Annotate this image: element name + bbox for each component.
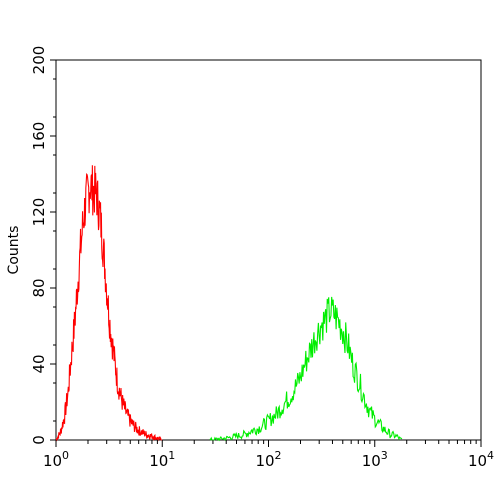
x-axis-ticks: 100 101 102 103 104 bbox=[43, 440, 494, 470]
y-tick-label: 160 bbox=[30, 122, 48, 151]
series-1-line bbox=[55, 165, 163, 442]
series-2 bbox=[209, 296, 403, 442]
series-2-line bbox=[209, 296, 403, 442]
x-tick-label: 103 bbox=[362, 449, 388, 470]
x-tick-label: 102 bbox=[255, 449, 281, 470]
x-tick-label: 104 bbox=[468, 449, 494, 470]
y-axis-ticks: 0 40 80 120 160 200 bbox=[30, 46, 56, 445]
series-layer bbox=[55, 165, 403, 442]
y-tick-label: 0 bbox=[30, 435, 48, 445]
plot-frame bbox=[55, 59, 482, 441]
y-axis-label: Counts bbox=[6, 226, 22, 275]
y-tick-label: 200 bbox=[30, 46, 48, 75]
y-tick-label: 40 bbox=[30, 354, 48, 373]
y-tick-label: 120 bbox=[30, 198, 48, 227]
series-1 bbox=[55, 165, 163, 442]
x-tick-label: 100 bbox=[43, 449, 69, 470]
x-tick-label: 101 bbox=[149, 449, 175, 470]
y-tick-label: 80 bbox=[30, 278, 48, 297]
